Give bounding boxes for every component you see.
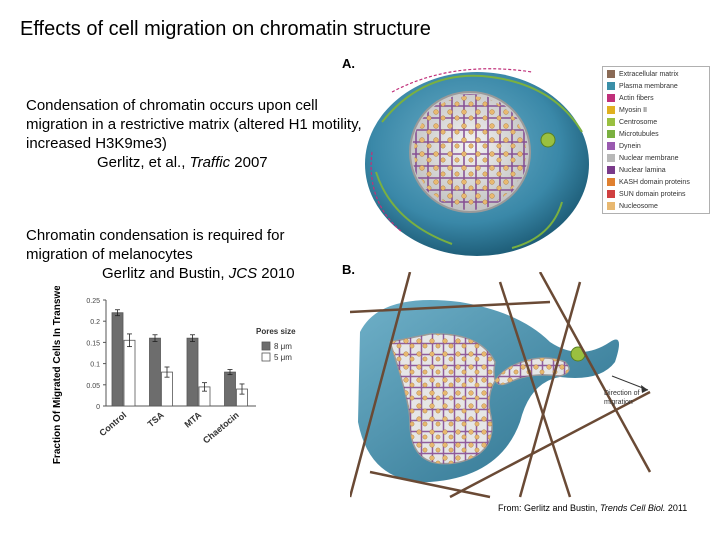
legend-item-actin-fibers: Actin fibers	[607, 94, 654, 102]
actin-fiber	[370, 151, 403, 233]
legend-item-plasma-membrane: Plasma membrane	[607, 82, 678, 90]
legend-swatch	[607, 70, 615, 78]
y-axis-label: Fraction Of Migrated Cells In Transwell …	[52, 286, 63, 464]
legend-item-centrosome: Centrosome	[607, 118, 657, 126]
bar	[186, 337, 199, 407]
bar	[224, 371, 236, 407]
x-tick-label: Chaetocin	[201, 410, 241, 446]
centrosome	[540, 132, 556, 148]
direction-of-migration-label: Direction of migration	[604, 390, 640, 406]
actin-fiber	[391, 68, 533, 93]
legend-swatch	[607, 118, 615, 126]
source-citation: From: Gerlitz and Bustin, Trends Cell Bi…	[498, 503, 688, 513]
ecm-fiber	[449, 390, 651, 499]
legend-swatch	[607, 166, 615, 174]
legend-swatch	[607, 190, 615, 198]
bar	[111, 312, 124, 407]
condensed-chromatin	[390, 333, 569, 464]
x-tick-label: MTA	[182, 410, 203, 430]
legend-item-nucleosome: Nucleosome	[607, 202, 658, 210]
x-tick-label: TSA	[146, 410, 167, 430]
text-block-chromatin-condensation: Condensation of chromatin occurs upon ce…	[26, 96, 366, 172]
bars	[111, 309, 248, 407]
legend-item-microtubules: Microtubules	[607, 130, 659, 138]
chart-legend-swatch	[261, 352, 271, 362]
block1-reference: Gerlitz, et al., Traffic 2007	[97, 154, 268, 171]
extracellular-matrix-fibers	[350, 272, 652, 499]
y-tick-label: 0.05	[86, 383, 100, 390]
legend-item-nuclear-membrane: Nuclear membrane	[607, 154, 679, 162]
y-tick-label: 0	[96, 404, 100, 411]
chart-legend-title: Pores size	[256, 327, 296, 336]
legend-item-myosin-ii: Myosin II	[607, 106, 647, 114]
migration-bar-chart: 0 0.05 0.1 0.15 0.2 0.25 Control TSA MTAChaetoc…	[52, 286, 296, 464]
legend: Extracellular matrix Plasma membrane Act…	[602, 66, 710, 214]
ecm-fiber	[369, 470, 491, 499]
text-block-melanocytes: Chromatin condensation is required for m…	[26, 226, 346, 283]
chromatin	[414, 96, 526, 208]
panel-label-b: B.	[342, 262, 355, 277]
chart-legend: Pores size 8 μm 5 μm	[256, 327, 296, 362]
x-tick-label: Control	[97, 410, 128, 438]
microtubule	[381, 74, 583, 133]
legend-swatch	[607, 82, 615, 90]
legend-swatch	[607, 202, 615, 210]
block1-text: Condensation of chromatin occurs upon ce…	[26, 97, 362, 152]
nuclear-membrane	[409, 91, 531, 213]
y-tick-label: 0.15	[86, 340, 100, 347]
legend-swatch	[607, 142, 615, 150]
legend-swatch	[607, 94, 615, 102]
block2-reference: Gerlitz and Bustin, JCS 2010	[102, 265, 295, 282]
chart-legend-swatch	[261, 341, 271, 351]
bar	[123, 339, 136, 407]
slide-title: Effects of cell migration on chromatin s…	[20, 18, 431, 40]
ecm-fiber	[538, 272, 652, 473]
legend-item-kash-domain-proteins: KASH domain proteins	[607, 178, 690, 186]
panel-label-a: A.	[342, 56, 355, 71]
chart-legend-label: 8 μm	[274, 342, 292, 351]
ecm-fiber	[518, 281, 582, 498]
cell-illustration-b	[350, 272, 652, 499]
legend-item-sun-domain-proteins: SUN domain proteins	[607, 190, 686, 198]
y-tick-label: 0.25	[86, 298, 100, 305]
microtubule	[375, 171, 453, 245]
direction-arrowhead	[641, 385, 648, 393]
ecm-fiber	[498, 281, 572, 498]
legend-swatch	[607, 178, 615, 186]
legend-swatch	[607, 106, 615, 114]
legend-swatch	[607, 130, 615, 138]
y-tick-label: 0.2	[90, 319, 100, 326]
y-tick-label: 0.1	[90, 362, 100, 369]
legend-item-dynein: Dynein	[607, 142, 641, 150]
legend-swatch	[607, 154, 615, 162]
legend-item-nuclear-lamina: Nuclear lamina	[607, 166, 666, 174]
cell-illustration-a	[365, 68, 589, 256]
chart-legend-label: 5 μm	[274, 353, 292, 362]
legend-item-extracellular-matrix: Extracellular matrix	[607, 70, 679, 78]
bar	[149, 337, 161, 407]
block2-text: Chromatin condensation is required for m…	[26, 227, 285, 263]
ecm-fiber	[350, 300, 551, 314]
microtubule	[511, 201, 563, 249]
